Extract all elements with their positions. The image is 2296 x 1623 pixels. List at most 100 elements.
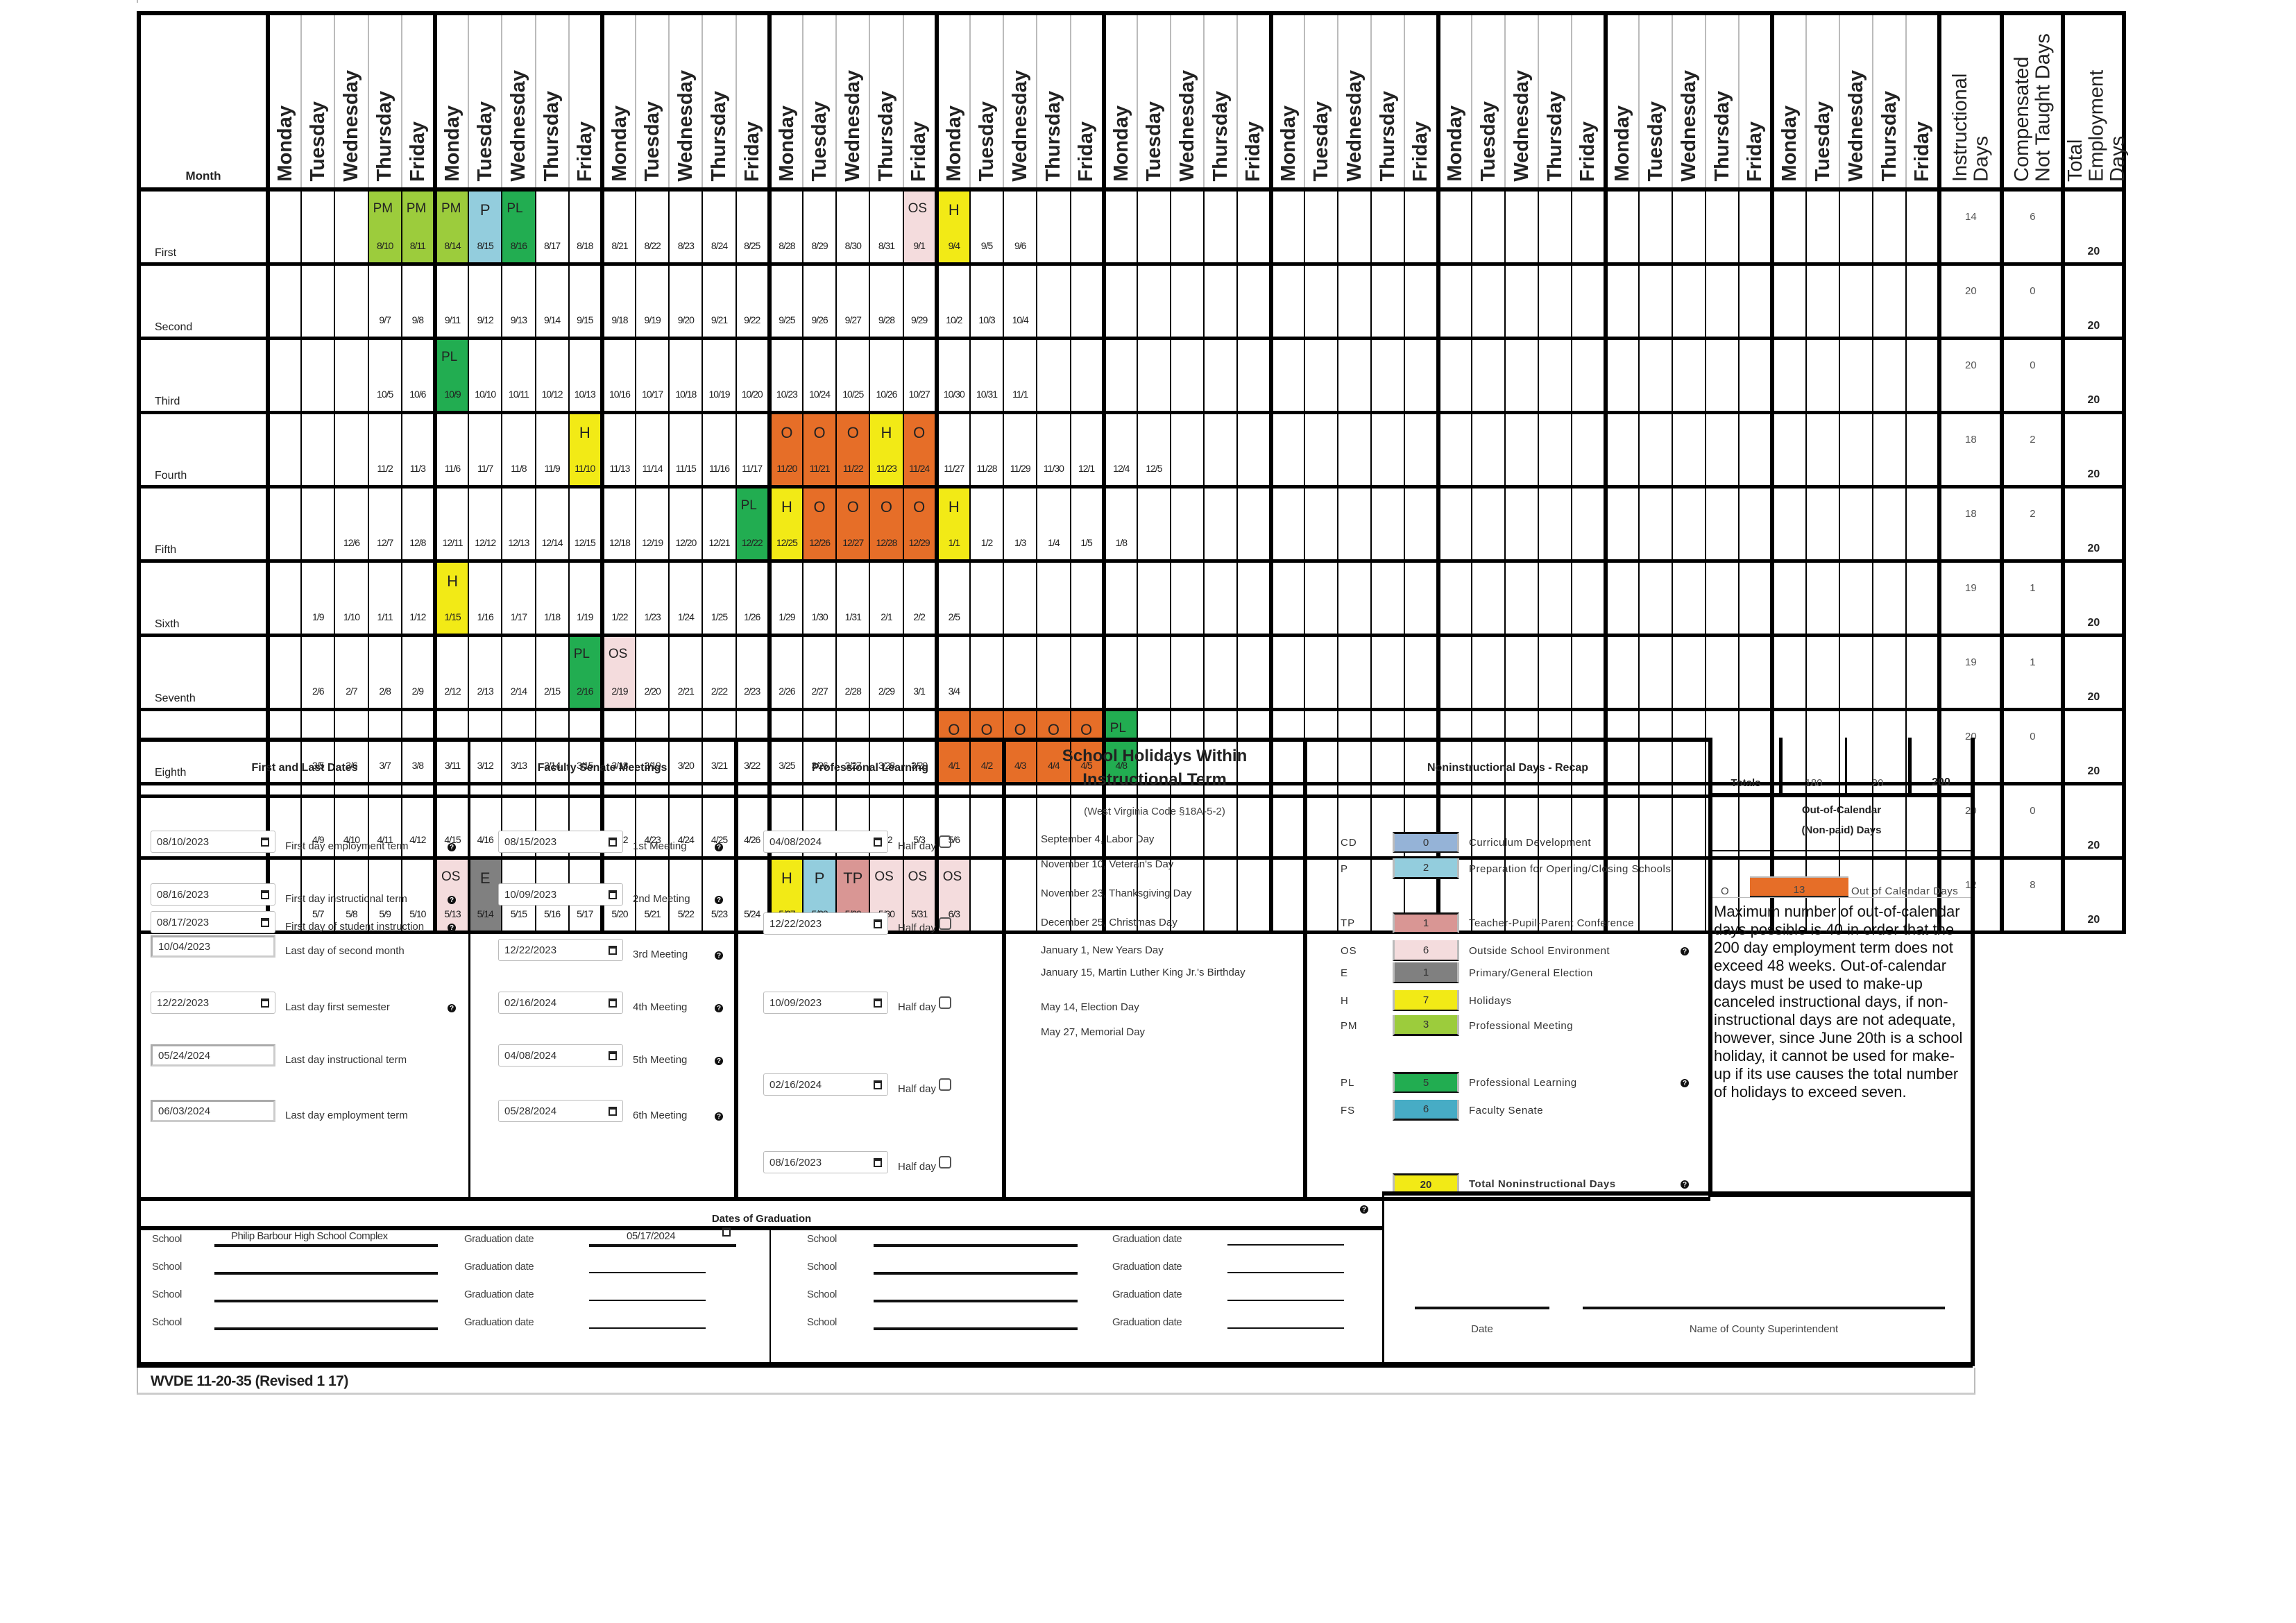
day-cell[interactable]: 3/11 bbox=[432, 708, 469, 785]
day-cell[interactable]: 2/26 bbox=[767, 634, 803, 711]
day-cell[interactable]: 10/2 bbox=[934, 262, 970, 340]
day-cell[interactable]: 9/22 bbox=[735, 262, 769, 340]
help-icon[interactable]: ? bbox=[715, 1112, 723, 1121]
day-cell[interactable]: 3/6 bbox=[334, 708, 368, 785]
day-cell[interactable]: O 11/24 bbox=[902, 411, 937, 488]
graduation-date-input[interactable] bbox=[1227, 1244, 1344, 1246]
faculty-senate-date-input[interactable]: 08/15/2023 bbox=[498, 831, 623, 853]
day-cell[interactable]: 9/29 bbox=[902, 262, 937, 340]
day-cell[interactable]: 11/2 bbox=[367, 411, 402, 488]
first-last-date-input[interactable]: 05/24/2024 bbox=[151, 1044, 275, 1067]
day-cell[interactable]: 11/3 bbox=[400, 411, 435, 488]
graduation-date-input[interactable] bbox=[589, 1244, 736, 1247]
help-icon[interactable]: ? bbox=[715, 951, 723, 960]
day-cell[interactable]: 9/6 bbox=[1003, 187, 1037, 266]
day-cell[interactable]: 2/22 bbox=[701, 634, 736, 711]
help-icon[interactable]: ? bbox=[448, 896, 456, 904]
day-cell[interactable]: H 1/1 bbox=[934, 485, 970, 563]
first-last-date-input[interactable]: 10/04/2023 bbox=[151, 935, 275, 958]
day-cell[interactable]: 12/12 bbox=[468, 485, 502, 563]
day-cell[interactable]: 11/30 bbox=[1036, 411, 1071, 488]
professional-learning-date-input[interactable]: 04/08/2024 bbox=[763, 831, 888, 853]
day-cell[interactable]: 2/23 bbox=[735, 634, 769, 711]
day-cell[interactable]: 10/20 bbox=[735, 337, 769, 414]
day-cell[interactable]: 2/6 bbox=[300, 634, 335, 711]
half-day-checkbox[interactable] bbox=[939, 917, 952, 930]
help-icon[interactable]: ? bbox=[1681, 1079, 1689, 1087]
day-cell[interactable]: 11/15 bbox=[668, 411, 703, 488]
day-cell[interactable]: 9/7 bbox=[367, 262, 402, 340]
day-cell[interactable]: 11/8 bbox=[501, 411, 536, 488]
day-cell[interactable]: 5/8 bbox=[334, 856, 368, 934]
day-cell[interactable]: 9/26 bbox=[801, 262, 837, 340]
day-cell[interactable]: O 12/28 bbox=[869, 485, 903, 563]
help-icon[interactable]: ? bbox=[715, 843, 723, 851]
school-input[interactable] bbox=[874, 1327, 1078, 1330]
faculty-senate-date-input[interactable]: 05/28/2024 bbox=[498, 1100, 623, 1122]
day-cell[interactable]: 3/21 bbox=[701, 708, 736, 785]
first-last-date-input[interactable]: 08/17/2023 bbox=[151, 911, 275, 933]
day-cell[interactable]: 3/1 bbox=[902, 634, 937, 711]
day-cell[interactable]: 8/23 bbox=[668, 187, 703, 266]
school-input[interactable] bbox=[874, 1272, 1078, 1275]
day-cell[interactable]: 12/15 bbox=[568, 485, 602, 563]
day-cell[interactable]: 3/15 bbox=[568, 708, 602, 785]
day-cell[interactable]: 8/24 bbox=[701, 187, 736, 266]
day-cell[interactable]: 3/28 bbox=[869, 708, 903, 785]
day-cell[interactable]: 9/28 bbox=[869, 262, 903, 340]
day-cell[interactable]: 11/17 bbox=[735, 411, 769, 488]
school-input[interactable] bbox=[214, 1300, 438, 1302]
day-cell[interactable]: 8/25 bbox=[735, 187, 769, 266]
calendar-icon[interactable] bbox=[874, 919, 882, 928]
day-cell[interactable]: 12/13 bbox=[501, 485, 536, 563]
day-cell[interactable]: 11/13 bbox=[599, 411, 636, 488]
day-cell[interactable]: 1/2 bbox=[969, 485, 1004, 563]
day-cell[interactable]: 8/17 bbox=[534, 187, 569, 266]
day-cell[interactable]: 8/30 bbox=[835, 187, 870, 266]
day-cell[interactable]: O 4/1 bbox=[934, 708, 970, 785]
day-cell[interactable]: 12/20 bbox=[668, 485, 703, 563]
school-input[interactable] bbox=[214, 1327, 438, 1330]
half-day-checkbox[interactable] bbox=[939, 996, 952, 1009]
faculty-senate-date-input[interactable]: 12/22/2023 bbox=[498, 939, 623, 961]
day-cell[interactable]: H 11/23 bbox=[869, 411, 903, 488]
day-cell[interactable]: 9/8 bbox=[400, 262, 435, 340]
day-cell[interactable]: 3/14 bbox=[534, 708, 569, 785]
day-cell[interactable]: O 11/22 bbox=[835, 411, 870, 488]
school-input[interactable] bbox=[214, 1272, 438, 1275]
professional-learning-date-input[interactable]: 08/16/2023 bbox=[763, 1151, 888, 1173]
graduation-date-input[interactable] bbox=[1227, 1272, 1344, 1273]
calendar-icon[interactable] bbox=[722, 1227, 731, 1237]
day-cell[interactable]: O 4/3 bbox=[1003, 708, 1037, 785]
calendar-icon[interactable] bbox=[874, 1157, 882, 1167]
day-cell[interactable]: 8/22 bbox=[635, 187, 670, 266]
graduation-date-input[interactable] bbox=[1227, 1327, 1344, 1329]
day-cell[interactable]: 9/19 bbox=[635, 262, 670, 340]
first-last-date-input[interactable]: 06/03/2024 bbox=[151, 1100, 275, 1122]
calendar-icon[interactable] bbox=[874, 837, 882, 847]
calendar-icon[interactable] bbox=[609, 1051, 617, 1060]
day-cell[interactable]: 12/4 bbox=[1101, 411, 1137, 488]
day-cell[interactable]: 2/14 bbox=[501, 634, 536, 711]
day-cell[interactable]: 3/18 bbox=[599, 708, 636, 785]
day-cell[interactable]: 9/25 bbox=[767, 262, 803, 340]
day-cell[interactable]: 1/23 bbox=[635, 559, 670, 637]
day-cell[interactable]: 3/29 bbox=[902, 708, 937, 785]
day-cell[interactable]: 1/12 bbox=[400, 559, 435, 637]
day-cell[interactable]: H 1/15 bbox=[432, 559, 469, 637]
day-cell[interactable]: 9/11 bbox=[432, 262, 469, 340]
day-cell[interactable]: OS 2/19 bbox=[599, 634, 636, 711]
signature-date-line[interactable] bbox=[1415, 1307, 1549, 1309]
day-cell[interactable]: 10/19 bbox=[701, 337, 736, 414]
day-cell[interactable]: 1/30 bbox=[801, 559, 837, 637]
day-cell[interactable]: O 11/20 bbox=[767, 411, 803, 488]
calendar-icon[interactable] bbox=[874, 998, 882, 1008]
day-cell[interactable]: 2/29 bbox=[869, 634, 903, 711]
day-cell[interactable]: 12/14 bbox=[534, 485, 569, 563]
day-cell[interactable]: OS 9/1 bbox=[902, 187, 937, 266]
day-cell[interactable]: 1/10 bbox=[334, 559, 368, 637]
day-cell[interactable]: 11/29 bbox=[1003, 411, 1037, 488]
day-cell[interactable]: 3/20 bbox=[668, 708, 703, 785]
faculty-senate-date-input[interactable]: 10/09/2023 bbox=[498, 883, 623, 906]
help-icon[interactable]: ? bbox=[448, 924, 456, 932]
